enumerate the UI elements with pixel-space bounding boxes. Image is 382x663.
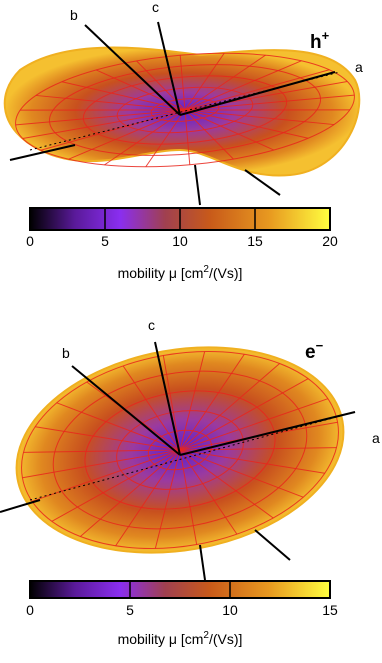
- wireframe: [104, 109, 186, 166]
- wireframe: [179, 351, 206, 451]
- mobility-surface: [15, 346, 345, 554]
- wireframe: [95, 69, 186, 111]
- wireframe: [15, 109, 186, 126]
- colorbar-label: mobility μ [cm2/(Vs)]: [118, 630, 243, 647]
- wireframe: [184, 109, 350, 111]
- wireframe: [179, 449, 198, 545]
- wireframe: [179, 449, 274, 519]
- wireframe: [179, 363, 280, 451]
- colorbar-tick-label: 0: [26, 233, 34, 249]
- colorbar-label-part: 2: [203, 630, 209, 641]
- carrier-label: e−: [305, 338, 324, 363]
- axis-label: c: [148, 317, 155, 333]
- colorbar-tick-label: 5: [101, 233, 109, 249]
- wireframe: [179, 449, 325, 474]
- wireframe: [61, 81, 186, 111]
- wireframe: [179, 398, 329, 451]
- wireframe: [184, 94, 355, 111]
- wireframe: [179, 449, 238, 535]
- crystal-axes: [9, 21, 341, 206]
- wireframe: [22, 449, 181, 479]
- wireframe: [35, 426, 181, 451]
- colorbar-label-part: /(Vs)]: [209, 631, 242, 647]
- colorbar-label-part: /(Vs)]: [209, 265, 242, 281]
- wireframe: [51, 449, 181, 522]
- axis-label: b: [70, 7, 78, 23]
- wireframe: [184, 109, 234, 160]
- carrier-label: h+: [310, 28, 330, 53]
- wireframe: [184, 69, 330, 111]
- wireframe: [80, 449, 181, 537]
- crystal-axes: [0, 341, 356, 581]
- colorbar-label-part: mobility μ [cm: [118, 631, 204, 647]
- wireframe: [23, 449, 181, 453]
- mobility-surface: [3, 46, 361, 177]
- wireframe: [179, 353, 245, 451]
- wireframe: [68, 109, 186, 160]
- wireframe: [179, 55, 186, 111]
- wireframe: [184, 54, 266, 111]
- wireframe: [179, 378, 309, 451]
- wireframe: [20, 109, 186, 111]
- wireframe: [115, 449, 181, 547]
- wireframe: [56, 402, 181, 451]
- wireframe: [162, 355, 181, 451]
- axis-label: c: [152, 0, 159, 15]
- colorbar: [29, 580, 331, 599]
- wireframe: [122, 365, 181, 451]
- wireframe: [184, 60, 302, 111]
- colorbar-tick-label: 10: [222, 602, 238, 618]
- wireframe: [184, 109, 335, 126]
- wireframe: [154, 449, 181, 549]
- colorbar-tick-label: 15: [322, 602, 338, 618]
- colorbar-label-part: 2: [203, 264, 209, 275]
- axis-label: b: [62, 345, 70, 361]
- wireframe: [184, 52, 225, 111]
- colorbar-tick-label: 5: [126, 602, 134, 618]
- colorbar-tick-label: 15: [247, 233, 263, 249]
- colorbar-tick-label: 20: [322, 233, 338, 249]
- wireframe: [184, 109, 309, 139]
- colorbar-tick-label: 0: [26, 602, 34, 618]
- wireframe: [22, 109, 186, 139]
- colorbar-label: mobility μ [cm2/(Vs)]: [118, 264, 243, 281]
- charge: +: [322, 28, 330, 43]
- charge: −: [316, 338, 324, 353]
- axis-label: a: [355, 59, 363, 75]
- axis-label: a: [372, 430, 380, 446]
- wireframe: [145, 109, 186, 168]
- wireframe: [184, 109, 191, 165]
- wireframe: [35, 94, 186, 111]
- wireframe: [31, 449, 181, 502]
- wireframe: [184, 109, 275, 151]
- colorbar-label-part: mobility μ [cm: [118, 265, 204, 281]
- colorbar-tick-label: 10: [172, 233, 188, 249]
- wireframe: [179, 449, 304, 498]
